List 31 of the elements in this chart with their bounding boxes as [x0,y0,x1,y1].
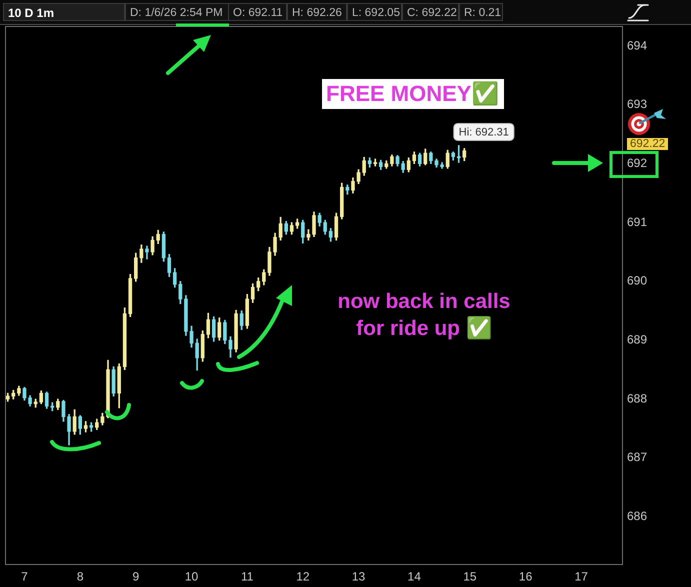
x-tick-label: 15 [463,570,477,584]
y-tick-label: 688 [627,391,648,406]
text: 692.22 [627,138,668,150]
text: C: 692.22 [402,3,459,21]
x-tick-label: 14 [408,570,422,584]
annotation: now back in calls for ride up ✅ [336,289,512,342]
chart-title: 10 D 1m [3,3,125,21]
y-tick-label: 690 [627,274,648,288]
x-tick-label: 17 [574,570,588,584]
x-tick-label: 8 [76,570,84,584]
y-tick-label: 692 [627,156,648,170]
x-tick-label: 9 [132,570,140,584]
annotation: FREE MONEY✅ [322,79,504,109]
y-tick-label: 689 [627,332,648,347]
y-tick-label: 686 [627,509,648,524]
text: O: 692.11 [228,3,287,21]
text: H: 692.26 [287,3,347,21]
text: R: 0.21 [459,3,503,21]
x-tick-label: 10 [184,570,199,584]
y-tick-label: 691 [627,214,648,229]
annotation: Hi: 692.31 [458,126,509,138]
y-tick-label: 693 [627,97,648,112]
y-tick-label: 694 [627,38,648,52]
x-tick-label: 12 [296,570,310,584]
text: D: 1/6/26 2:54 PM [125,3,229,21]
x-tick-label: 16 [518,570,533,584]
y-tick-label: 687 [627,450,648,464]
x-tick-label: 13 [352,570,366,584]
x-tick-label: 7 [21,570,28,584]
text: L: 692.05 [347,3,402,21]
x-tick-label: 11 [240,570,254,584]
